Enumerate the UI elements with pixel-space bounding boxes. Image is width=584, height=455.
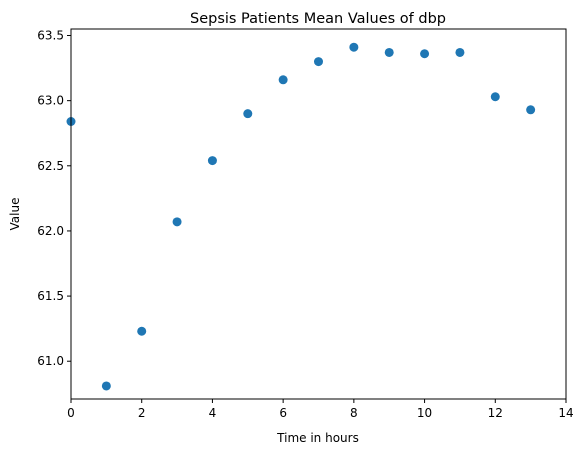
x-tick-label: 4: [209, 406, 217, 420]
x-tick-label: 10: [417, 406, 432, 420]
data-point: [172, 217, 182, 227]
data-point: [314, 57, 323, 67]
x-tick-label: 12: [488, 406, 503, 420]
data-point: [526, 105, 536, 115]
y-axis-ticks: 61.0 61.5 62.0 62.5 63.0 63.5: [37, 29, 71, 368]
data-point: [349, 42, 359, 52]
data-point: [420, 49, 430, 59]
x-tick-label: 8: [350, 406, 358, 420]
data-points: [66, 42, 536, 391]
data-point: [455, 47, 465, 57]
y-tick-label: 63.5: [37, 29, 64, 43]
x-tick-label: 6: [279, 406, 287, 420]
data-point: [137, 326, 147, 336]
y-tick-label: 61.0: [37, 354, 64, 368]
data-point: [384, 47, 394, 57]
x-tick-label: 14: [558, 406, 573, 420]
x-tick-label: 0: [67, 406, 75, 420]
x-tick-label: 2: [138, 406, 146, 420]
chart-title: Sepsis Patients Mean Values of dbp: [190, 11, 446, 27]
y-tick-label: 62.5: [37, 159, 64, 173]
x-axis-label: Time in hours: [276, 431, 359, 445]
data-point: [243, 109, 253, 119]
data-point: [207, 156, 217, 166]
data-point: [278, 75, 288, 85]
data-point: [101, 381, 111, 391]
plot-frame: [70, 28, 567, 400]
data-point: [490, 92, 500, 102]
y-axis-label: Value: [8, 198, 22, 231]
y-tick-label: 63.0: [37, 94, 64, 108]
y-tick-label: 62.0: [37, 224, 64, 238]
y-tick-label: 61.5: [37, 289, 64, 303]
x-axis-ticks: 0 2 4 6 8 10 12 14: [67, 399, 574, 420]
